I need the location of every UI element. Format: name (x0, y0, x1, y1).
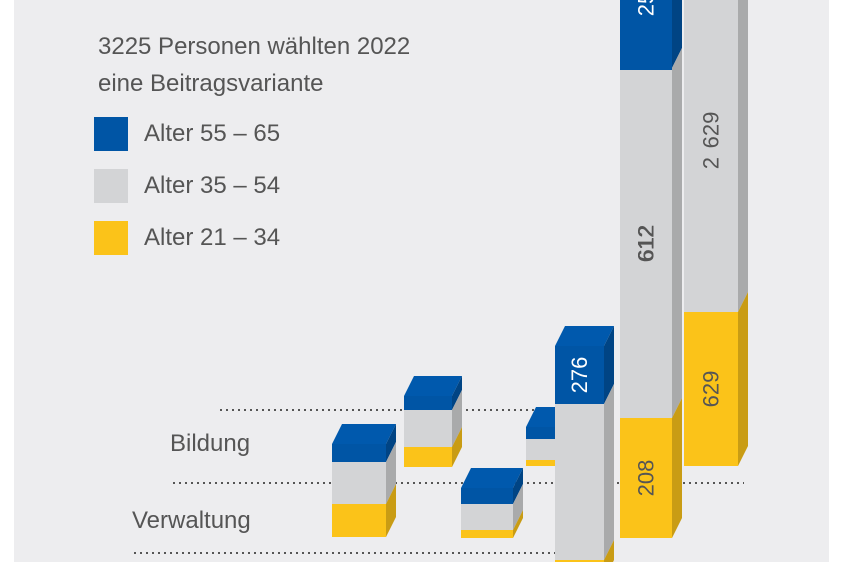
bar-2-side-0 (386, 424, 396, 462)
legend-item-55-65: Alter 55 – 65 (94, 117, 280, 151)
bar-2-side-1 (386, 442, 396, 504)
bar-4-side-0 (604, 326, 614, 404)
bar-value-label: 612 (634, 225, 659, 262)
bar-3-segment-1 (461, 504, 513, 530)
legend-label-21-34: Alter 21 – 34 (144, 224, 281, 251)
bar-2-segment-0 (332, 444, 386, 462)
bar-2-segment-1 (332, 462, 386, 504)
bar-0-segment-1 (404, 410, 452, 447)
bar-4-segment-1 (555, 404, 604, 560)
bar-3-segment-2 (461, 530, 513, 538)
chart-title: 3225 Personen wählten 2022 (98, 33, 411, 60)
bar-value-label: 612 (634, 226, 659, 263)
bar-3-top (461, 468, 523, 488)
bar-6-side-2 (672, 398, 682, 538)
bar-0-segment-2 (404, 447, 452, 467)
bar-0-side-1 (452, 390, 462, 447)
legend-item-21-34: Alter 21 – 34 (94, 221, 280, 255)
bar-2-top (332, 424, 396, 444)
bar-3-segment-0 (461, 488, 513, 504)
bar-value-label: 208 (634, 460, 659, 497)
bar-4-segment-2 (555, 560, 604, 562)
bar-value-label: 629 (699, 112, 724, 149)
bar-4-top (555, 326, 614, 346)
bar-3-side-1 (513, 484, 523, 530)
legend-swatch-55-65 (94, 117, 128, 151)
bar-2-segment-2 (332, 504, 386, 537)
bar-3-side-2 (513, 510, 523, 538)
row-label-bildung: Bildung (170, 430, 251, 457)
bar-value-label: 25 (634, 0, 659, 16)
bar-1-segment-0 (526, 427, 560, 439)
bar-4-side-2 (604, 540, 614, 562)
bar-2-side-2 (386, 484, 396, 537)
bar-0-segment-0 (404, 396, 452, 410)
bar-3-side-0 (513, 468, 523, 504)
bar-6-side-1 (672, 48, 682, 418)
legend-item-35-54: Alter 35 – 54 (94, 169, 280, 203)
row-label-verwaltung: Verwaltung (132, 507, 251, 534)
bar-1-segment-2 (526, 460, 560, 466)
bar-5-side-extension (738, 0, 748, 156)
bar-6-top-segment-extension (620, 0, 672, 70)
legend-swatch-21-34 (94, 221, 128, 255)
bar-5-side-2 (738, 292, 748, 466)
bar-6-segment-2 (620, 418, 672, 538)
bar-value-label: 276 (567, 357, 592, 394)
bar-4-side-1 (604, 384, 614, 560)
bar-0-side-2 (452, 427, 462, 467)
chart-panel: 3225 Personen wählten 2022 eine Beitrags… (14, 0, 829, 562)
bar-4-segment-0 (555, 346, 604, 404)
bar-value-label: 629 (699, 371, 724, 408)
bar-0-top (404, 376, 462, 396)
bar-chart-3d: 276256292561220825629612 (134, 0, 748, 562)
bar-0-side-0 (452, 376, 462, 410)
bar-5-top-extension (684, 0, 738, 156)
bar-6-segment-1 (620, 68, 672, 418)
legend-label-55-65: Alter 55 – 65 (144, 120, 281, 147)
bar-6-side-0 (672, 0, 682, 68)
chart-subtitle: eine Beitragsvariante (98, 70, 324, 97)
bar-5-segment-2 (684, 312, 738, 466)
legend-swatch-35-54 (94, 169, 128, 203)
legend-label-35-54: Alter 35 – 54 (144, 172, 281, 199)
bar-1-segment-1 (526, 439, 560, 460)
